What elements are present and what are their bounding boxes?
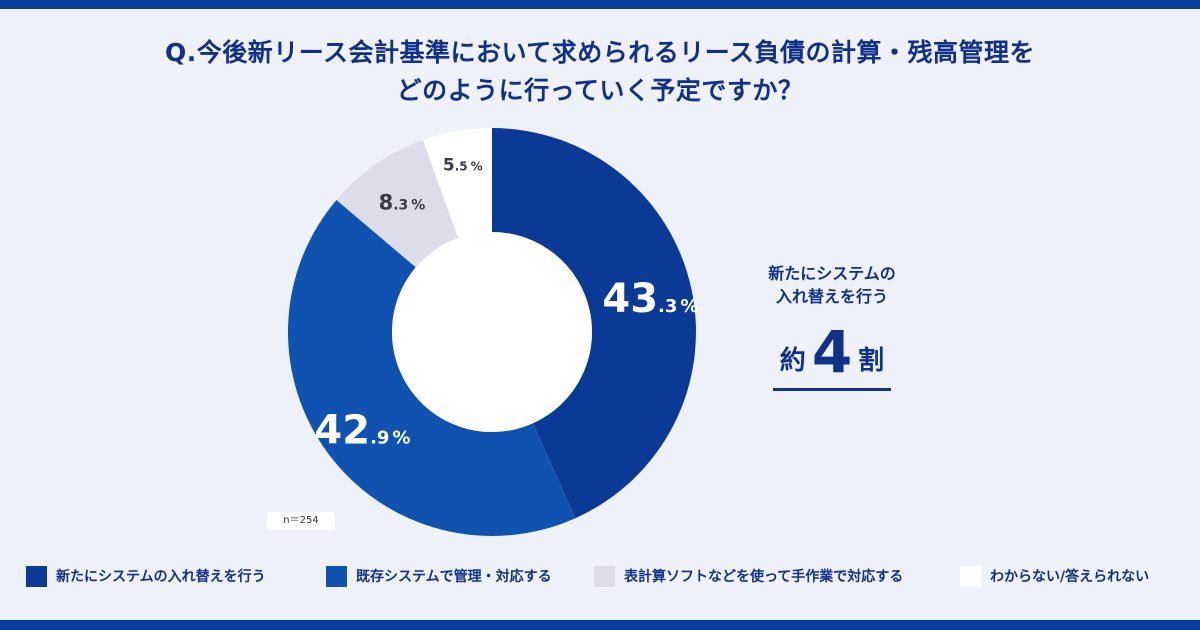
data-label-4: 5.5%: [443, 155, 483, 175]
callout-underline: [773, 388, 891, 391]
top-border: [0, 0, 1200, 9]
title-line-2: どのように行っていく予定ですか？: [396, 76, 804, 105]
legend-label-1: 新たにシステムの入れ替えを行う: [56, 569, 266, 585]
legend-label-3: 表計算ソフトなどを使って手作業で対応する: [624, 569, 904, 585]
legend-item-2: 既存システムで管理・対応する: [326, 562, 552, 590]
donut-slice-3: [336, 140, 459, 268]
data-label-3: 8.3%: [379, 191, 426, 215]
callout-line-1: 新たにシステムの: [768, 264, 896, 283]
legend-label-2: 既存システムで管理・対応する: [356, 569, 552, 585]
legend-item-1: 新たにシステムの入れ替えを行う: [26, 562, 266, 590]
callout-line-2: 入れ替えを行う: [775, 287, 888, 306]
donut-slice-2: [287, 200, 576, 537]
data-label-1: 43.3%: [602, 276, 698, 322]
legend-swatch-3: [594, 565, 615, 587]
callout-highlight: 約 4 割: [752, 314, 912, 384]
legend: 新たにシステムの入れ替えを行う 既存システムで管理・対応する 表計算ソフトなどを…: [26, 562, 1186, 590]
legend-label-4: わからない/答えられない: [990, 569, 1150, 585]
bottom-border: [0, 620, 1200, 630]
title-line-1: Q.今後新リース会計基準において求められるリース負債の計算・残高管理を: [164, 38, 1035, 67]
callout-number: 4: [811, 318, 853, 386]
legend-swatch-1: [26, 565, 47, 587]
donut-slice-1: [492, 128, 697, 519]
legend-swatch-2: [326, 565, 347, 587]
callout: 新たにシステムの 入れ替えを行う 約 4 割: [752, 262, 912, 391]
data-label-2: 42.9%: [314, 407, 410, 453]
sample-size-label: n＝254: [267, 512, 335, 530]
donut-slice-4: [422, 128, 492, 238]
donut-hole: [392, 232, 592, 432]
legend-swatch-4: [960, 565, 981, 587]
legend-item-3: 表計算ソフトなどを使って手作業で対応する: [594, 562, 903, 590]
callout-prefix: 約: [779, 346, 806, 376]
callout-suffix: 割: [858, 346, 885, 376]
chart-title: Q.今後新リース会計基準において求められるリース負債の計算・残高管理を どのよう…: [0, 34, 1200, 110]
legend-item-4: わからない/答えられない: [960, 562, 1149, 590]
